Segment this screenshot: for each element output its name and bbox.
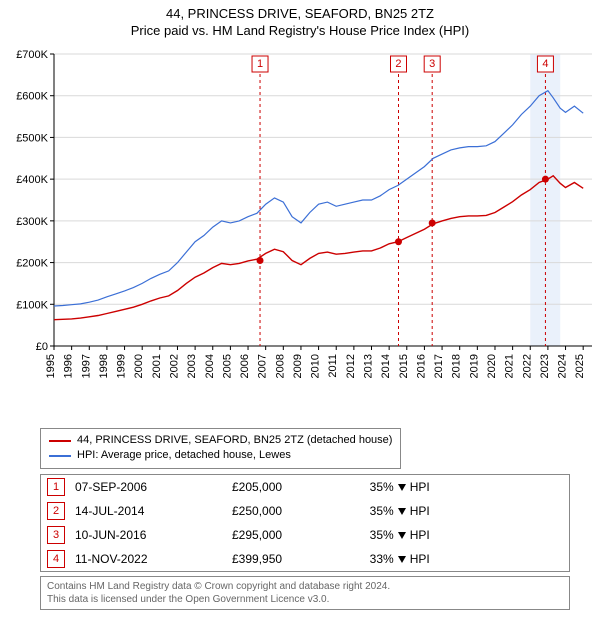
title-line-2: Price paid vs. HM Land Registry's House … — [0, 23, 600, 38]
svg-text:2002: 2002 — [168, 354, 180, 378]
svg-text:1999: 1999 — [116, 354, 128, 378]
transaction-price: £205,000 — [226, 480, 364, 494]
legend-swatch-property — [49, 440, 71, 442]
legend: 44, PRINCESS DRIVE, SEAFORD, BN25 2TZ (d… — [40, 428, 401, 469]
svg-text:2001: 2001 — [151, 354, 163, 378]
transaction-vs-hpi: 33%HPI — [364, 552, 569, 566]
svg-text:2013: 2013 — [363, 354, 375, 378]
svg-text:1996: 1996 — [63, 354, 75, 378]
svg-text:2018: 2018 — [451, 354, 463, 378]
arrow-down-icon — [398, 532, 406, 539]
transaction-date: 10-JUN-2016 — [69, 528, 226, 542]
svg-text:2006: 2006 — [239, 354, 251, 378]
arrow-down-icon — [398, 484, 406, 491]
legend-row-property: 44, PRINCESS DRIVE, SEAFORD, BN25 2TZ (d… — [49, 433, 392, 448]
transaction-row: 3 10-JUN-2016£295,00035%HPI — [41, 523, 569, 547]
legend-label-property: 44, PRINCESS DRIVE, SEAFORD, BN25 2TZ (d… — [77, 433, 392, 448]
svg-text:£500K: £500K — [16, 132, 48, 144]
legend-label-hpi: HPI: Average price, detached house, Lewe… — [77, 448, 291, 463]
svg-text:£300K: £300K — [16, 216, 48, 228]
svg-text:£400K: £400K — [16, 174, 48, 186]
arrow-down-icon — [398, 556, 406, 563]
svg-text:2000: 2000 — [133, 354, 145, 378]
transaction-row: 1 07-SEP-2006£205,00035%HPI — [41, 475, 569, 499]
svg-text:2014: 2014 — [380, 354, 392, 378]
transaction-vs-hpi: 35%HPI — [364, 504, 569, 518]
svg-text:£0: £0 — [36, 341, 48, 353]
transaction-date: 07-SEP-2006 — [69, 480, 226, 494]
transaction-row: 4 11-NOV-2022£399,95033%HPI — [41, 547, 569, 571]
svg-text:2025: 2025 — [574, 354, 586, 378]
svg-text:3: 3 — [429, 58, 435, 70]
svg-text:2016: 2016 — [415, 354, 427, 378]
legend-row-hpi: HPI: Average price, detached house, Lewe… — [49, 448, 392, 463]
svg-text:£700K: £700K — [16, 49, 48, 61]
svg-text:1997: 1997 — [80, 354, 92, 378]
svg-text:£200K: £200K — [16, 258, 48, 270]
svg-text:£100K: £100K — [16, 299, 48, 311]
svg-text:2017: 2017 — [433, 354, 445, 378]
transaction-index: 3 — [47, 526, 65, 544]
svg-text:2009: 2009 — [292, 354, 304, 378]
svg-text:2005: 2005 — [221, 354, 233, 378]
title-block: 44, PRINCESS DRIVE, SEAFORD, BN25 2TZ Pr… — [0, 0, 600, 38]
footer-line-2: This data is licensed under the Open Gov… — [47, 593, 563, 606]
transaction-date: 11-NOV-2022 — [69, 552, 226, 566]
svg-text:1995: 1995 — [45, 354, 57, 378]
svg-text:2021: 2021 — [504, 354, 516, 378]
svg-text:2003: 2003 — [186, 354, 198, 378]
transactions-table: 107-SEP-2006£205,00035%HPI214-JUL-2014£2… — [40, 474, 570, 572]
legend-swatch-hpi — [49, 455, 71, 457]
svg-text:2019: 2019 — [468, 354, 480, 378]
svg-text:2012: 2012 — [345, 354, 357, 378]
title-line-1: 44, PRINCESS DRIVE, SEAFORD, BN25 2TZ — [0, 6, 600, 21]
footer: Contains HM Land Registry data © Crown c… — [40, 576, 570, 610]
svg-text:£600K: £600K — [16, 91, 48, 103]
svg-text:2010: 2010 — [310, 354, 322, 378]
transaction-row: 2 14-JUL-2014£250,00035%HPI — [41, 499, 569, 523]
svg-text:1998: 1998 — [98, 354, 110, 378]
transaction-price: £399,950 — [226, 552, 364, 566]
svg-text:2015: 2015 — [398, 354, 410, 378]
page-root: 44, PRINCESS DRIVE, SEAFORD, BN25 2TZ Pr… — [0, 0, 600, 620]
transaction-price: £250,000 — [226, 504, 364, 518]
svg-text:2023: 2023 — [539, 354, 551, 378]
svg-text:2022: 2022 — [521, 354, 533, 378]
svg-text:2008: 2008 — [274, 354, 286, 378]
transaction-index: 1 — [47, 478, 65, 496]
svg-text:2011: 2011 — [327, 354, 339, 378]
svg-text:4: 4 — [542, 58, 548, 70]
svg-text:2007: 2007 — [257, 354, 269, 378]
svg-text:2024: 2024 — [557, 354, 569, 378]
svg-text:2: 2 — [395, 58, 401, 70]
chart: £0 £100K £200K £300K £400K £500K £600K £700K 199… — [0, 46, 600, 416]
footer-line-1: Contains HM Land Registry data © Crown c… — [47, 580, 563, 593]
transaction-price: £295,000 — [226, 528, 364, 542]
transaction-index: 4 — [47, 550, 65, 568]
chart-svg: £0 £100K £200K £300K £400K £500K £600K £700K 199… — [0, 46, 600, 416]
svg-text:1: 1 — [257, 58, 263, 70]
arrow-down-icon — [398, 508, 406, 515]
transaction-index: 2 — [47, 502, 65, 520]
transaction-date: 14-JUL-2014 — [69, 504, 226, 518]
transaction-vs-hpi: 35%HPI — [364, 528, 569, 542]
transaction-vs-hpi: 35%HPI — [364, 480, 569, 494]
svg-text:2004: 2004 — [204, 354, 216, 378]
svg-text:2020: 2020 — [486, 354, 498, 378]
